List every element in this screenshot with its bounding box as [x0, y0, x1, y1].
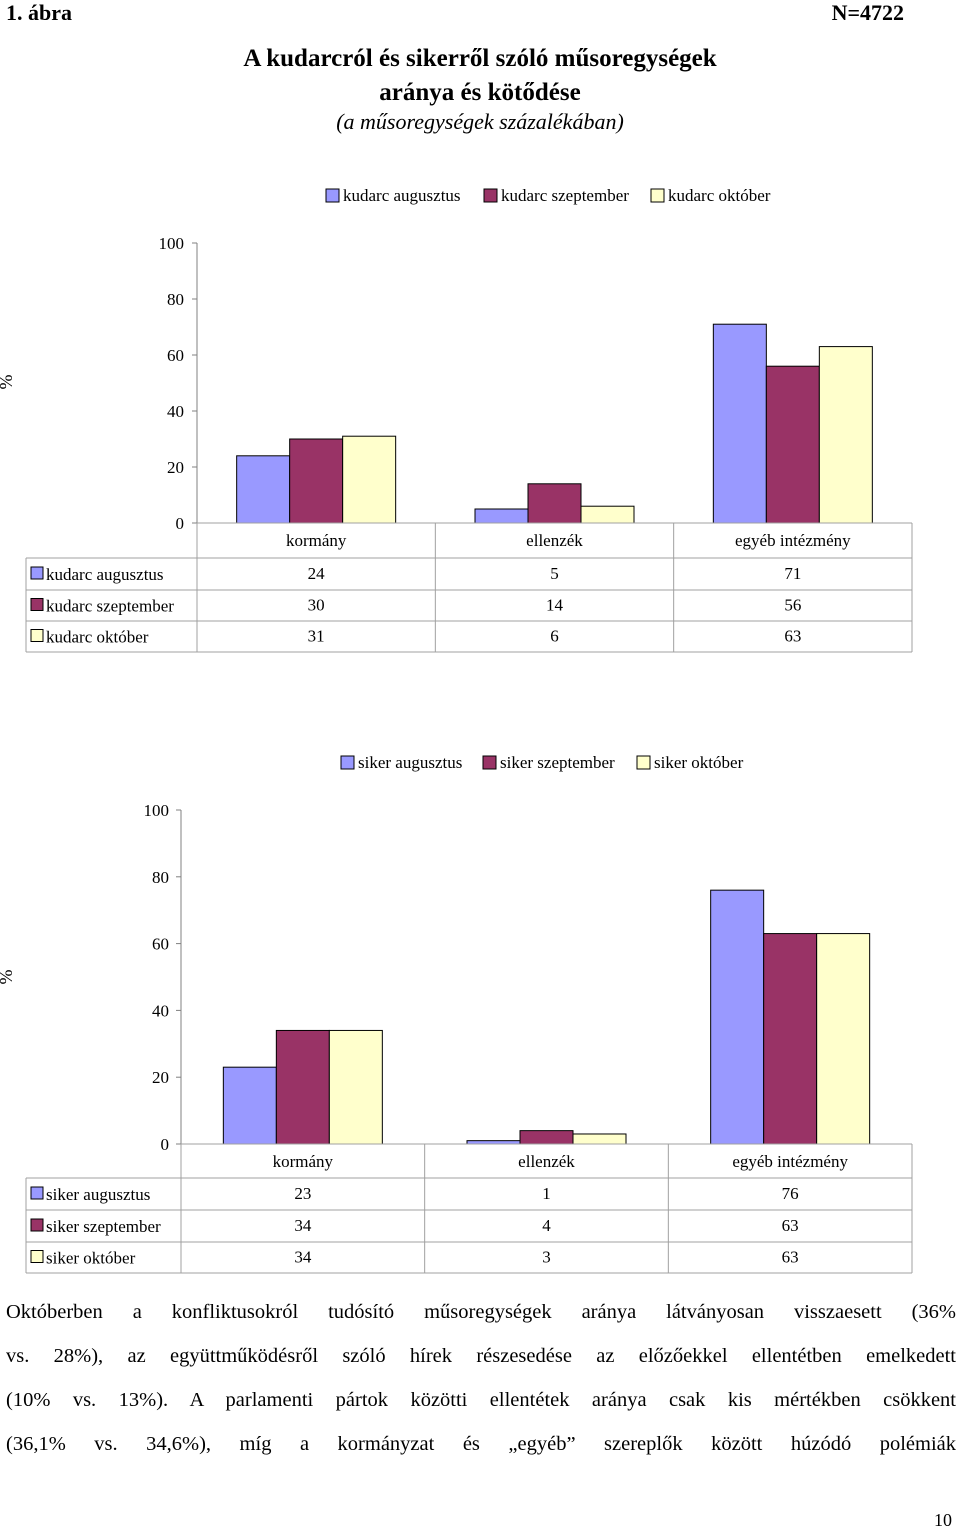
table-value: 34: [294, 1248, 312, 1267]
table-value: 4: [542, 1216, 551, 1235]
kudarc-bar-chart: kudarc augusztus kudarc szeptember kudarc …: [0, 186, 913, 653]
x-category-label: kormány: [273, 1152, 334, 1171]
legend-swatch: [325, 188, 340, 203]
bar: [328, 1029, 383, 1145]
bar: [222, 1066, 277, 1145]
table-value: 23: [294, 1184, 311, 1203]
table-row-label: kudarc október: [46, 628, 149, 647]
page-number: 10: [934, 1510, 952, 1530]
table-value: 63: [782, 1216, 799, 1235]
y-tick-label: 80: [167, 290, 184, 309]
chart-title-line2: aránya és kötődése: [379, 79, 581, 106]
y-tick-label: 40: [167, 402, 184, 421]
table-row-label: kudarc szeptember: [46, 597, 174, 616]
y-tick-label: 60: [152, 935, 169, 954]
x-category-label: egyéb intézmény: [735, 531, 851, 550]
bar: [466, 1140, 521, 1145]
table-legend-key: [30, 1186, 44, 1200]
table-legend-key: [30, 1250, 44, 1263]
table-row-label: siker szeptember: [46, 1217, 161, 1236]
sample-size-label: N=4722: [831, 0, 904, 25]
bar: [275, 1029, 330, 1145]
bar: [765, 365, 820, 524]
legend-label: kudarc augusztus: [343, 186, 461, 205]
table-value: 30: [308, 596, 325, 615]
legend-label: kudarc október: [668, 186, 771, 205]
legend-swatch: [636, 755, 651, 770]
y-axis-label: %: [0, 375, 16, 390]
table-legend-key: [30, 629, 44, 642]
x-category-label: ellenzék: [526, 531, 583, 550]
table-value: 14: [546, 596, 564, 615]
bar: [342, 435, 397, 524]
y-tick-label: 100: [159, 234, 185, 253]
bar: [712, 323, 767, 524]
y-tick-label: 0: [161, 1135, 170, 1154]
y-tick-label: 40: [152, 1001, 169, 1020]
table-legend-key: [30, 566, 44, 580]
table-value: 1: [542, 1184, 551, 1203]
y-tick-label: 20: [152, 1068, 169, 1087]
y-axis-label: %: [0, 970, 16, 985]
y-tick-label: 0: [176, 514, 185, 533]
table-value: 63: [782, 1248, 799, 1267]
legend-swatch: [340, 755, 355, 770]
table-value: 56: [784, 596, 801, 615]
table-value: 63: [784, 627, 801, 646]
bar: [818, 346, 873, 524]
y-tick-label: 80: [152, 868, 169, 887]
table-legend-key: [30, 1218, 44, 1232]
table-row-label: kudarc augusztus: [46, 565, 164, 584]
bar: [816, 933, 871, 1145]
figure-number: 1. ábra: [6, 0, 72, 25]
bar: [572, 1133, 627, 1145]
y-tick-label: 100: [144, 801, 170, 820]
legend-swatch: [483, 188, 498, 203]
table-value: 24: [308, 564, 326, 583]
legend-label: siker augusztus: [358, 753, 462, 772]
x-category-label: kormány: [286, 531, 347, 550]
legend-label: kudarc szeptember: [501, 186, 629, 205]
body-line: (36,1% vs. 34,6%), míg a kormányzat és „…: [6, 1433, 956, 1455]
body-line: vs. 28%), az együttműködésről szóló híre…: [6, 1345, 956, 1367]
chart-subtitle: (a műsoregységek százalékában): [336, 109, 624, 134]
legend-label: siker október: [654, 753, 744, 772]
bar: [289, 438, 344, 524]
table-value: 71: [784, 564, 801, 583]
siker-bar-chart: siker augusztus siker szeptember siker okt…: [0, 753, 913, 1274]
y-tick-label: 60: [167, 346, 184, 365]
legend-swatch: [650, 188, 665, 203]
legend-label: siker szeptember: [500, 753, 615, 772]
bar: [710, 889, 765, 1145]
x-category-label: ellenzék: [518, 1152, 575, 1171]
table-row-label: siker október: [46, 1249, 136, 1268]
table-value: 6: [550, 627, 559, 646]
legend-swatch: [482, 755, 497, 770]
x-category-label: egyéb intézmény: [732, 1152, 848, 1171]
y-tick-label: 20: [167, 458, 184, 477]
table-value: 3: [542, 1248, 551, 1267]
bar: [763, 933, 818, 1145]
bar: [519, 1130, 574, 1145]
table-value: 34: [294, 1216, 312, 1235]
table-legend-key: [30, 598, 44, 611]
bar: [527, 483, 582, 524]
table-value: 5: [550, 564, 559, 583]
table-row-label: siker augusztus: [46, 1185, 150, 1204]
body-paragraph: Októberben a konfliktusokról tudósító mű…: [6, 1290, 956, 1466]
table-value: 31: [308, 627, 325, 646]
body-line: Októberben a konfliktusokról tudósító mű…: [6, 1301, 956, 1323]
chart-title-line1: A kudarcról és sikerről szóló műsoregysé…: [243, 45, 717, 72]
table-value: 76: [782, 1184, 799, 1203]
body-line: (10% vs. 13%). A parlamenti pártok közöt…: [6, 1389, 956, 1411]
